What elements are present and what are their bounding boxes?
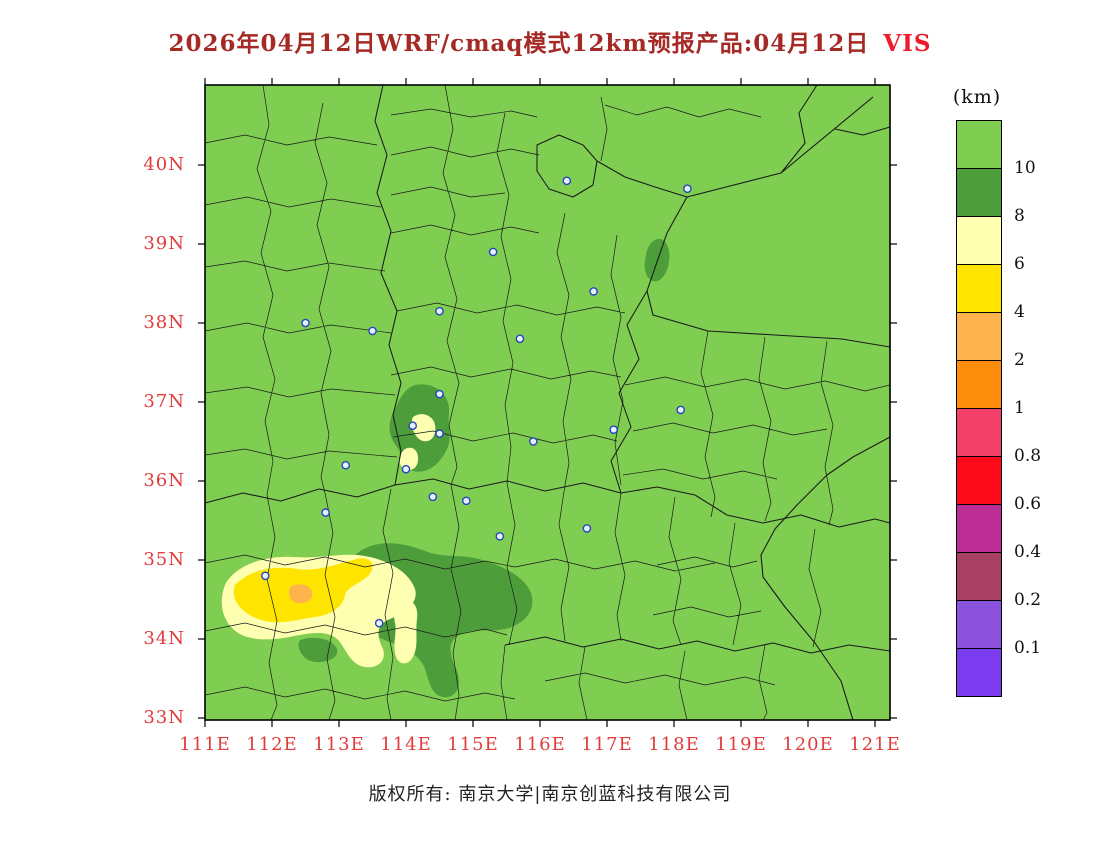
title-variable-tag: VIS [883, 30, 932, 57]
legend-tick-label: 6 [1014, 254, 1025, 274]
forecast-map [198, 78, 897, 727]
lon-axis-label: 117E [581, 734, 633, 755]
city-marker-icon [515, 334, 525, 344]
city-marker-icon [562, 176, 572, 186]
city-marker-icon [341, 460, 350, 470]
map-plot-area: 40N 39N 38N 37N 36N 35N 34N 33N 111E 112E 113E 114E… [143, 75, 900, 755]
lon-axis-label: 116E [514, 734, 566, 755]
city-marker-icon [401, 464, 411, 474]
province-boundaries [205, 85, 890, 654]
legend-tick-label: 2 [1014, 350, 1025, 370]
legend-tick-label: 0.8 [1014, 446, 1042, 466]
visibility-patch-6-8km [399, 447, 419, 471]
copyright-footer: 版权所有: 南京大学|南京创蓝科技有限公司 [368, 784, 732, 805]
city-marker-icon [676, 405, 686, 415]
lon-axis-label: 113E [313, 734, 365, 755]
lon-axis-label: 114E [380, 734, 432, 755]
lon-axis-label: 120E [782, 734, 834, 755]
lat-axis-label: 33N [143, 707, 185, 728]
lat-axis-label: 37N [143, 391, 185, 412]
legend-unit-label: (km) [952, 86, 1002, 108]
city-marker-icon [435, 306, 444, 316]
lat-axis-label: 36N [143, 470, 185, 491]
lon-axis-label: 118E [648, 734, 700, 755]
lon-axis-label: 111E [179, 734, 231, 755]
visibility-patch-8-10km [644, 238, 670, 282]
legend-tick-label: 4 [1014, 302, 1025, 322]
colorbar: 10 8 6 4 2 1 0.8 0.6 0.4 0.2 0.1 [956, 120, 1041, 697]
city-marker-icon [321, 508, 330, 517]
page-title: 2026年04月12日WRF/cmaq模式12km预报产品:04月12日 VIS [0, 24, 1100, 58]
legend-color-box [956, 168, 1002, 217]
city-marker-icon [461, 496, 471, 506]
city-marker-icon [435, 429, 444, 438]
legend-color-box [956, 456, 1002, 505]
city-marker-icon [683, 184, 692, 193]
lat-axis-label: 34N [143, 628, 185, 649]
legend-color-box [956, 216, 1002, 265]
city-marker-icon [435, 389, 444, 399]
legend-color-box [956, 264, 1002, 313]
legend-color-box [956, 648, 1002, 697]
legend-color-box [956, 408, 1002, 457]
legend-tick-label: 0.4 [1014, 542, 1042, 562]
city-marker-icon [261, 571, 270, 581]
legend-tick-label: 0.2 [1014, 590, 1042, 610]
city-marker-icon [368, 326, 377, 336]
title-main-text: 2026年04月12日WRF/cmaq模式12km预报产品:04月12日 [168, 30, 870, 57]
station-markers [261, 176, 692, 628]
visibility-patch-6-8km [411, 414, 436, 442]
legend-tick-label: 10 [1014, 158, 1036, 178]
lat-axis-label: 35N [143, 549, 185, 570]
legend-tick-label: 0.1 [1014, 638, 1042, 658]
lon-axis-label: 119E [715, 734, 767, 755]
city-marker-icon [428, 492, 438, 502]
lat-axis-label: 38N [143, 312, 185, 333]
city-marker-icon [301, 318, 310, 328]
colorbar-legend: (km) 10 8 6 4 2 1 0.8 0.6 0.4 0.2 0.1 [948, 86, 1058, 697]
city-marker-icon [495, 531, 505, 541]
coastline [646, 96, 890, 720]
lat-axis-label: 39N [143, 233, 185, 254]
city-marker-icon [582, 524, 592, 533]
legend-tick-label: 8 [1014, 206, 1025, 226]
lat-axis-label: 40N [143, 154, 185, 175]
legend-color-box [956, 504, 1002, 553]
city-marker-icon [528, 437, 538, 446]
visibility-overlays [221, 238, 670, 698]
lon-axis-label: 112E [246, 734, 298, 755]
legend-color-box [956, 120, 1002, 169]
legend-color-box [956, 552, 1002, 601]
visibility-patch-2-4km [288, 584, 313, 604]
axis-ticks [198, 78, 897, 727]
city-marker-icon [589, 287, 598, 296]
city-marker-icon [374, 618, 384, 628]
visibility-patch-6-8km [393, 599, 418, 664]
legend-tick-label: 1 [1014, 398, 1025, 418]
county-boundaries [205, 85, 890, 720]
lon-axis-label: 121E [849, 734, 901, 755]
legend-color-box [956, 312, 1002, 361]
legend-color-box [956, 600, 1002, 649]
city-marker-icon [609, 425, 619, 435]
lon-axis-label: 115E [447, 734, 499, 755]
city-marker-icon [408, 421, 417, 431]
city-marker-icon [488, 247, 498, 257]
legend-color-box [956, 360, 1002, 409]
legend-tick-label: 0.6 [1014, 494, 1042, 514]
